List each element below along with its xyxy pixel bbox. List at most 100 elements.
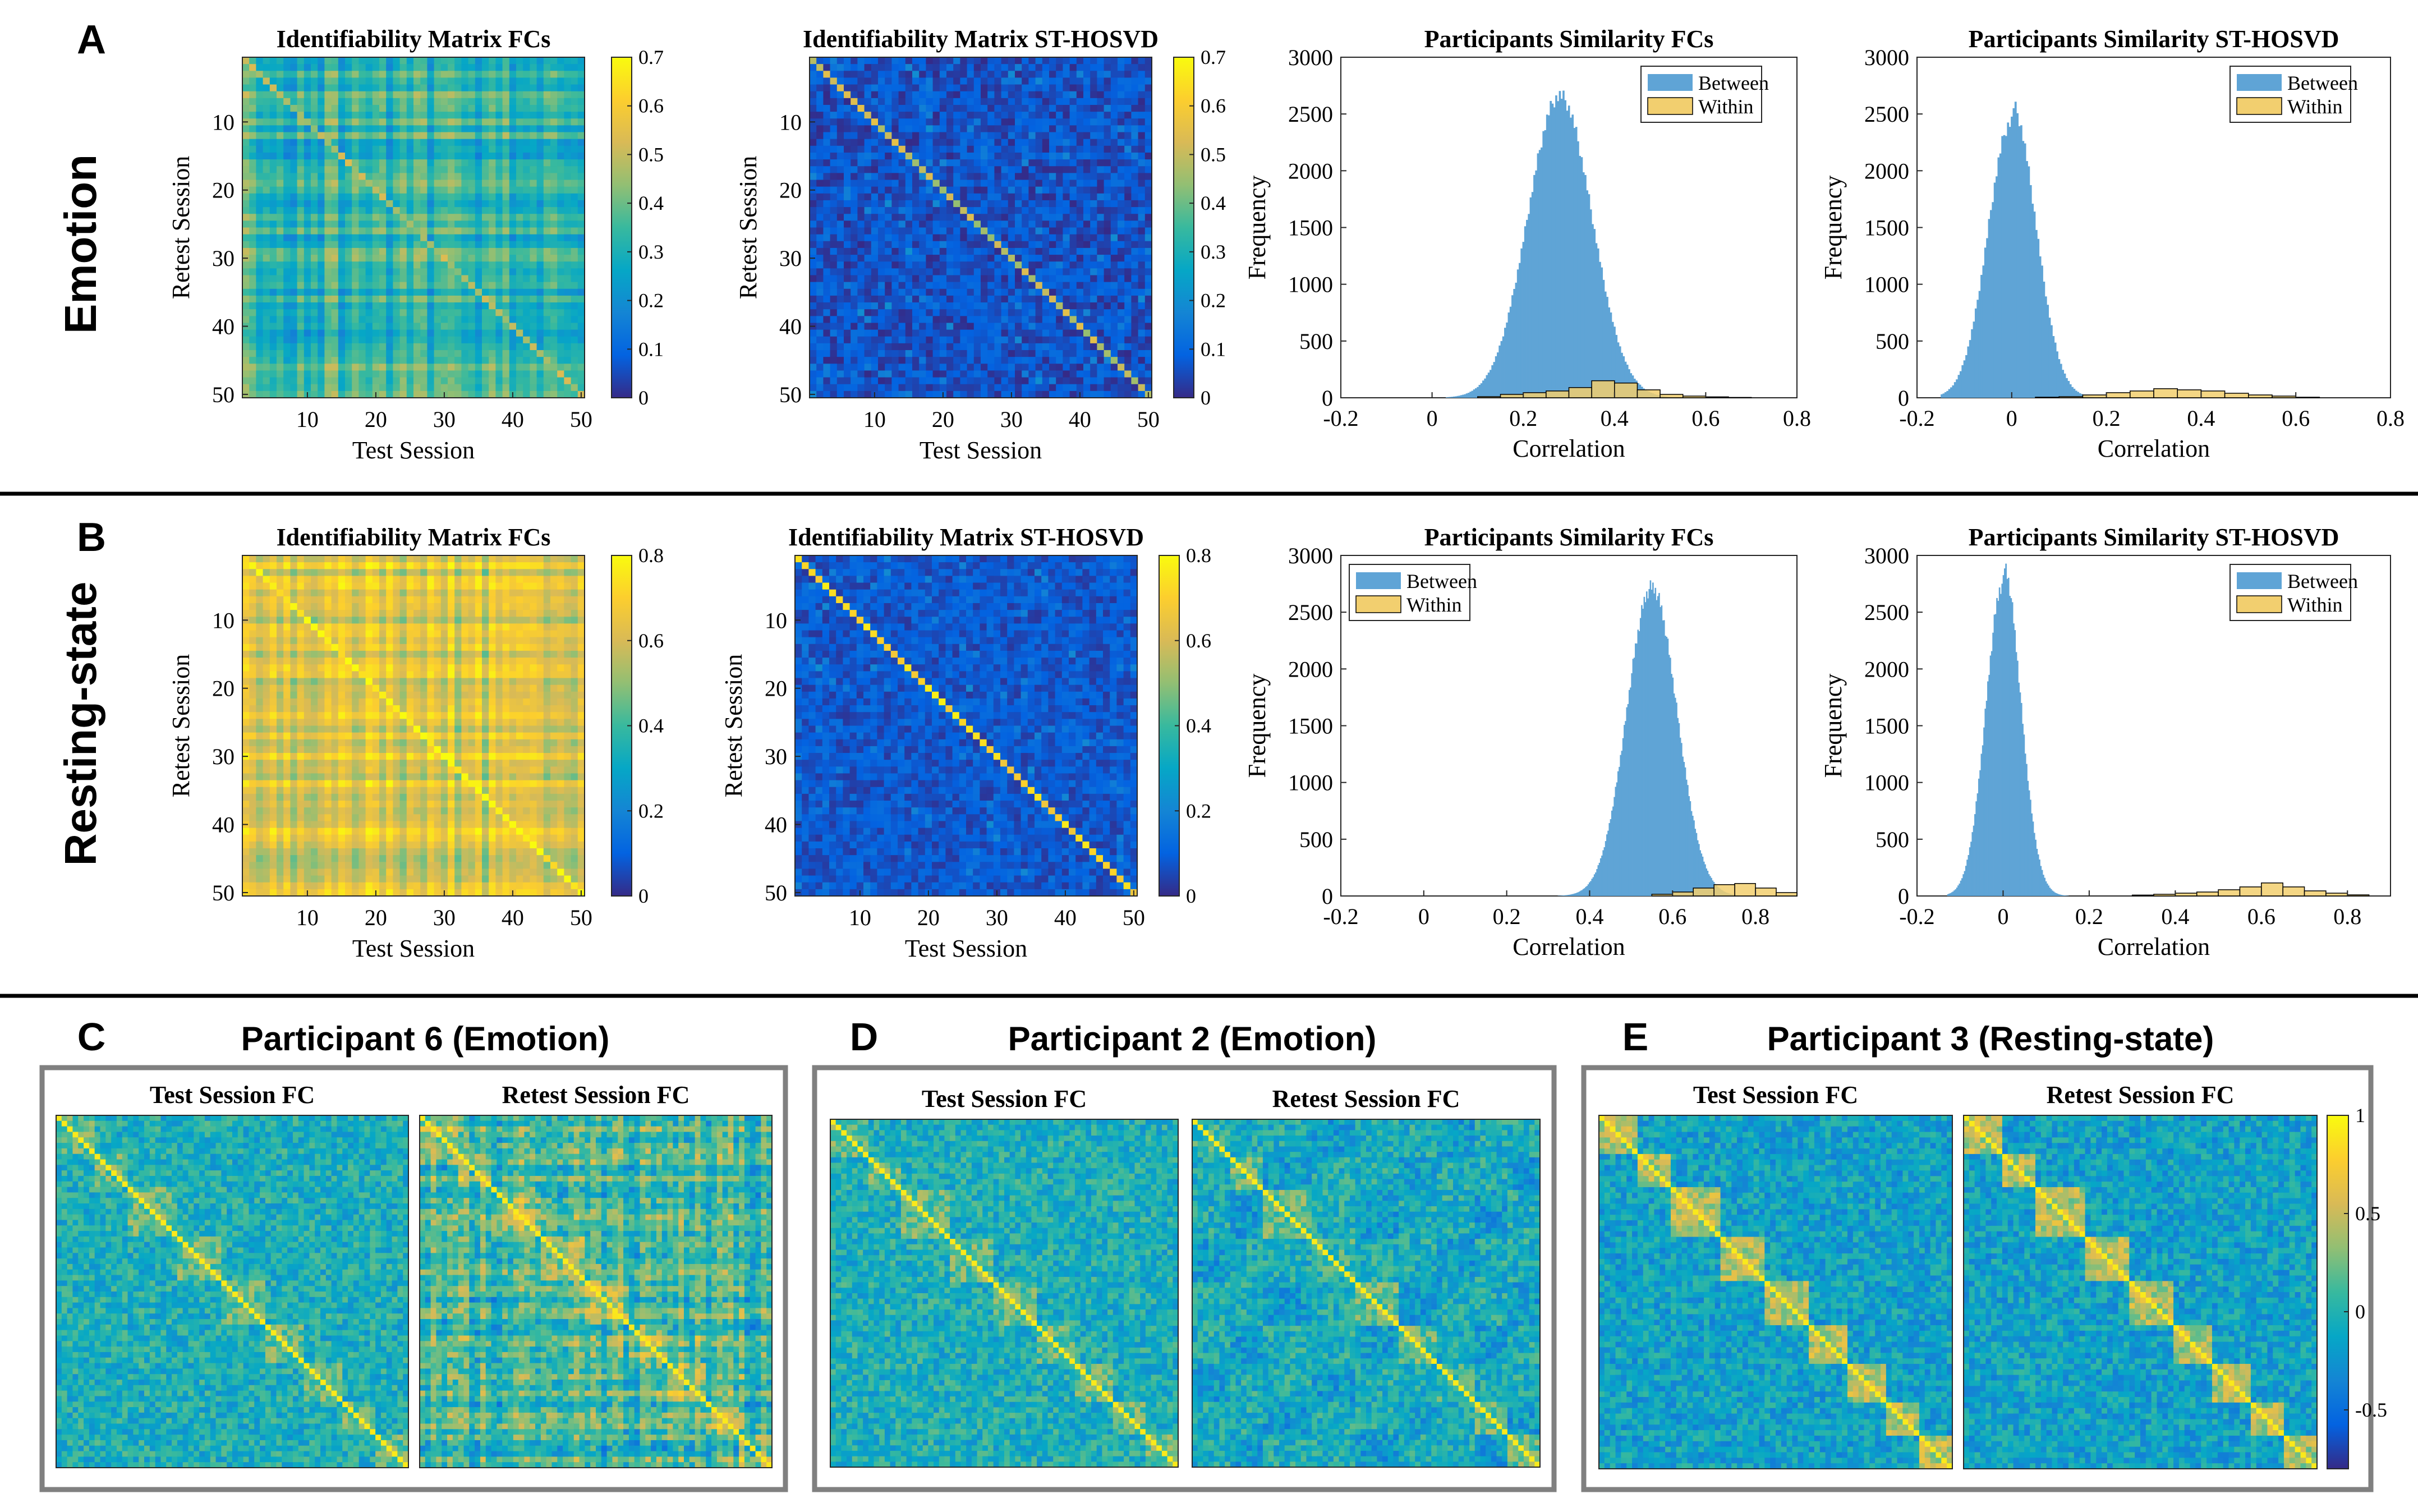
heatmap-cell [263, 180, 270, 187]
heatmap-cell [256, 71, 263, 78]
heatmap-cell [475, 98, 482, 105]
heatmap-cell [373, 235, 380, 242]
heatmap-cell [277, 261, 284, 269]
heatmap-cell [393, 118, 400, 126]
heatmap-cell [332, 159, 339, 167]
heatmap-cell [297, 200, 305, 208]
heatmap-cell [318, 139, 325, 146]
heatmap-cell [263, 125, 270, 132]
heatmap-cell [495, 146, 503, 153]
heatmap-cell [571, 98, 578, 105]
heatmap-cell [324, 207, 332, 214]
heatmap-cell [516, 85, 523, 92]
heatmap-cell [249, 139, 256, 146]
heatmap-cell [448, 85, 455, 92]
heatmap-cell [407, 159, 414, 167]
heatmap-cell [482, 57, 489, 65]
heatmap-cell [482, 180, 489, 187]
heatmap-cell [263, 207, 270, 214]
heatmap-cell [578, 261, 585, 269]
heatmap-cell [578, 207, 585, 214]
heatmap-cell [434, 207, 442, 214]
heatmap-cell [578, 200, 585, 208]
heatmap-cell [413, 200, 421, 208]
heatmap-cell [557, 91, 564, 99]
heatmap-cell [256, 85, 263, 92]
heatmap-cell [482, 153, 489, 160]
heatmap-cell [242, 180, 250, 187]
heatmap-cell [550, 71, 558, 78]
heatmap-cell [454, 153, 462, 160]
heatmap-cell [373, 180, 380, 187]
heatmap-cell [297, 132, 305, 140]
heatmap-cell [503, 98, 510, 105]
heatmap-cell [420, 125, 427, 132]
heatmap-cell [290, 228, 297, 235]
heatmap-cell [393, 91, 400, 99]
heatmap-cell [407, 146, 414, 153]
heatmap-cell [318, 187, 325, 194]
heatmap-cell [461, 98, 468, 105]
heatmap-cell [503, 261, 510, 269]
heatmap-cell [379, 153, 387, 160]
heatmap-cell [386, 194, 393, 201]
heatmap-cell [338, 153, 346, 160]
heatmap-cell [475, 139, 482, 146]
heatmap-cell [537, 187, 544, 194]
heatmap-cell [249, 91, 256, 99]
heatmap-cell [557, 207, 564, 214]
heatmap-cell [366, 118, 373, 126]
heatmap-cell [441, 255, 448, 262]
heatmap-cell [530, 118, 537, 126]
heatmap-cell [550, 125, 558, 132]
heatmap-cell [571, 112, 578, 119]
heatmap-cell [503, 187, 510, 194]
heatmap-cell [482, 255, 489, 262]
heatmap-cell [441, 187, 448, 194]
heatmap-cell [338, 207, 346, 214]
heatmap-cell [386, 118, 393, 126]
heatmap-cell [516, 200, 523, 208]
heatmap-cell [482, 228, 489, 235]
heatmap-cell [523, 139, 530, 146]
heatmap-cell [297, 125, 305, 132]
heatmap-cell [571, 139, 578, 146]
heatmap-cell [332, 166, 339, 173]
heatmap-cell [352, 207, 359, 214]
heatmap-cell [530, 146, 537, 153]
heatmap-cell [461, 261, 468, 269]
heatmap-cell [304, 159, 311, 167]
heatmap-cell [386, 166, 393, 173]
heatmap-cell [283, 228, 291, 235]
heatmap-cell [427, 77, 434, 85]
heatmap-cell [441, 91, 448, 99]
heatmap-cell [413, 139, 421, 146]
heatmap-cell [277, 214, 284, 221]
heatmap-cell [448, 248, 455, 255]
heatmap-cell [373, 166, 380, 173]
heatmap-cell [550, 187, 558, 194]
heatmap-cell [352, 98, 359, 105]
heatmap-cell [530, 57, 537, 65]
heatmap-cell [311, 194, 318, 201]
heatmap-cell [393, 146, 400, 153]
heatmap-cell [379, 207, 387, 214]
heatmap-cell [420, 71, 427, 78]
heatmap-cell [427, 132, 434, 140]
heatmap-cell [311, 166, 318, 173]
heatmap-cell [324, 112, 332, 119]
heatmap-cell [263, 268, 270, 275]
heatmap-cell [461, 214, 468, 221]
heatmap-cell [454, 180, 462, 187]
heatmap-cell [366, 235, 373, 242]
heatmap-cell [516, 159, 523, 167]
heatmap-cell [489, 214, 496, 221]
heatmap-cell [557, 194, 564, 201]
heatmap-cell [420, 180, 427, 187]
heatmap-cell [544, 173, 551, 180]
heatmap-cell [270, 241, 277, 249]
heatmap-cell [290, 153, 297, 160]
heatmap-cell [441, 180, 448, 187]
heatmap-cell [427, 180, 434, 187]
heatmap-cell [332, 153, 339, 160]
